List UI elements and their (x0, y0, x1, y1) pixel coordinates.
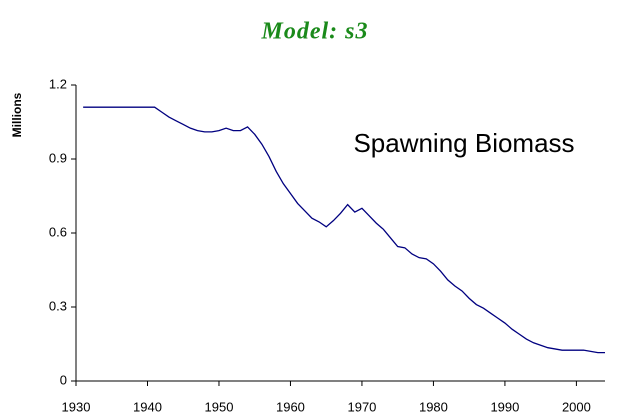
x-tick-label: 1950 (205, 399, 234, 414)
line (83, 106, 605, 354)
annotation: Spawning Biomass (353, 128, 574, 158)
y-axis-label: Millions (10, 92, 24, 137)
y-tick-label: 0 (60, 372, 67, 387)
chart-title: Model: s3 (261, 19, 369, 45)
x-tick-label: 1970 (347, 399, 376, 414)
x-tick-label: 1930 (62, 399, 91, 414)
x-tick-label: 1980 (419, 399, 448, 414)
x-tick-label: 2000 (562, 399, 591, 414)
y-tick-label: 1.2 (49, 76, 67, 91)
y-tick-label: 0.3 (49, 298, 67, 313)
y-tick-label: 0.6 (49, 224, 67, 239)
x-tick-label: 1960 (276, 399, 305, 414)
x-tick-label: 1940 (133, 399, 162, 414)
x-tick-label: 1990 (490, 399, 519, 414)
y-tick-label: 0.9 (49, 150, 67, 165)
